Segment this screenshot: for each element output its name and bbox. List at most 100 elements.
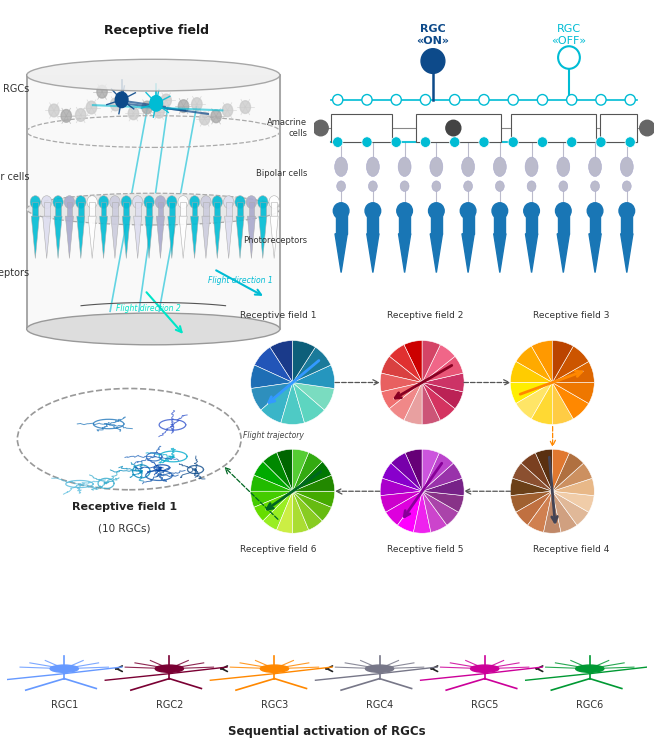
Text: Receptive field 2: Receptive field 2 <box>387 311 463 320</box>
Ellipse shape <box>398 157 411 176</box>
Wedge shape <box>386 491 422 525</box>
Circle shape <box>161 94 171 106</box>
Bar <box>158 202 164 216</box>
Circle shape <box>115 92 128 107</box>
Circle shape <box>313 120 328 136</box>
Ellipse shape <box>493 157 506 176</box>
Wedge shape <box>380 478 422 496</box>
Polygon shape <box>145 216 153 259</box>
Circle shape <box>471 665 499 672</box>
Ellipse shape <box>27 194 280 225</box>
Ellipse shape <box>623 181 631 191</box>
Bar <box>215 202 220 216</box>
Ellipse shape <box>559 181 568 191</box>
Ellipse shape <box>462 157 475 176</box>
Wedge shape <box>293 491 335 507</box>
Circle shape <box>538 94 547 105</box>
Bar <box>33 202 38 216</box>
Wedge shape <box>293 491 332 521</box>
Polygon shape <box>270 216 278 259</box>
Circle shape <box>558 46 580 69</box>
Circle shape <box>179 100 189 112</box>
Text: Receptive field 1: Receptive field 1 <box>240 311 317 320</box>
Circle shape <box>86 101 97 114</box>
Bar <box>331 114 392 142</box>
Circle shape <box>142 101 152 114</box>
Bar <box>431 214 442 234</box>
Circle shape <box>97 86 107 98</box>
Wedge shape <box>511 491 552 512</box>
Circle shape <box>190 196 199 208</box>
Circle shape <box>333 94 343 105</box>
Wedge shape <box>516 382 552 418</box>
Polygon shape <box>133 216 142 259</box>
Wedge shape <box>422 374 464 392</box>
Polygon shape <box>335 234 347 272</box>
Circle shape <box>98 196 109 208</box>
Wedge shape <box>528 491 552 532</box>
Circle shape <box>333 136 343 148</box>
Circle shape <box>154 105 164 118</box>
Ellipse shape <box>589 157 602 176</box>
Circle shape <box>150 95 162 111</box>
Wedge shape <box>552 491 577 532</box>
Text: RGC4: RGC4 <box>366 700 393 710</box>
Bar <box>237 202 243 216</box>
Polygon shape <box>398 234 411 272</box>
Circle shape <box>421 94 430 105</box>
Polygon shape <box>589 234 601 272</box>
Bar <box>249 202 254 216</box>
Text: Receptive field: Receptive field <box>104 24 209 37</box>
Wedge shape <box>531 382 553 424</box>
Bar <box>146 202 152 216</box>
Bar <box>336 214 347 234</box>
Circle shape <box>144 196 154 208</box>
Polygon shape <box>494 234 506 272</box>
Circle shape <box>397 202 413 219</box>
Circle shape <box>199 112 210 125</box>
Circle shape <box>362 136 372 148</box>
Text: Photoreceptors: Photoreceptors <box>0 268 29 278</box>
Text: RGC3: RGC3 <box>261 700 288 710</box>
Wedge shape <box>293 491 309 533</box>
Polygon shape <box>88 216 96 259</box>
Ellipse shape <box>527 181 536 191</box>
Circle shape <box>366 665 394 672</box>
Circle shape <box>53 196 63 208</box>
Wedge shape <box>422 382 440 424</box>
Circle shape <box>576 665 604 672</box>
Circle shape <box>460 202 476 219</box>
Text: Amacrine
cells: Amacrine cells <box>267 118 307 138</box>
Circle shape <box>155 665 183 672</box>
Wedge shape <box>531 340 552 382</box>
Circle shape <box>334 202 349 219</box>
Circle shape <box>260 665 288 672</box>
Wedge shape <box>552 491 594 512</box>
Wedge shape <box>293 449 309 491</box>
Wedge shape <box>552 453 583 491</box>
Polygon shape <box>190 216 199 259</box>
Polygon shape <box>156 216 164 259</box>
Wedge shape <box>552 464 593 491</box>
Polygon shape <box>557 234 570 272</box>
Polygon shape <box>168 216 176 259</box>
Circle shape <box>596 136 606 148</box>
Polygon shape <box>213 216 221 259</box>
Circle shape <box>625 136 635 148</box>
Circle shape <box>449 136 460 148</box>
Wedge shape <box>281 382 305 424</box>
Wedge shape <box>552 382 574 424</box>
Circle shape <box>211 110 221 123</box>
Circle shape <box>192 98 202 110</box>
Ellipse shape <box>430 157 443 176</box>
Polygon shape <box>77 216 85 259</box>
Wedge shape <box>381 491 422 512</box>
Bar <box>55 202 61 216</box>
Wedge shape <box>521 453 552 491</box>
Wedge shape <box>552 340 574 382</box>
Wedge shape <box>381 382 422 409</box>
Wedge shape <box>263 452 293 491</box>
Polygon shape <box>54 216 62 259</box>
Ellipse shape <box>591 181 600 191</box>
Polygon shape <box>525 234 538 272</box>
